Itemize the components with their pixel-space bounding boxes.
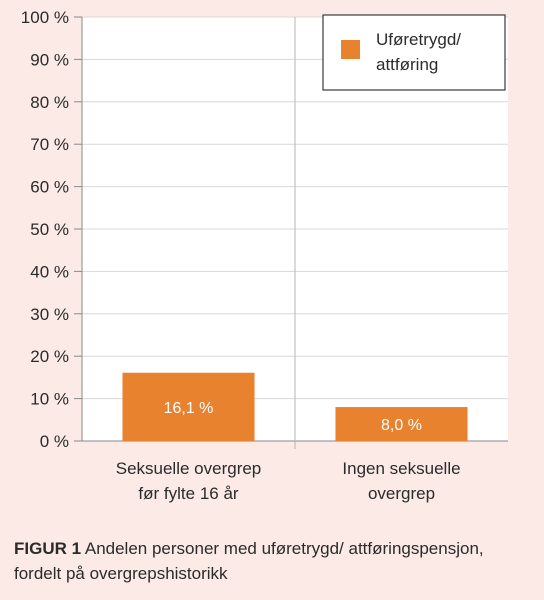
bar bbox=[335, 407, 468, 441]
bar bbox=[122, 372, 255, 441]
category-label: før fylte 16 år bbox=[138, 484, 238, 503]
legend-swatch bbox=[341, 40, 360, 59]
bar-chart: 0 % 10 % 20 % 30 % 40 % 50 % 60 % 70 % 80 % 90 % 1… bbox=[21, 8, 508, 503]
legend-label: Uføretrygd/attføring bbox=[376, 30, 461, 74]
legend-label-line: Uføretrygd/ bbox=[376, 30, 461, 49]
legend-label-line: attføring bbox=[376, 55, 438, 74]
data-label: 8,0 % bbox=[381, 417, 422, 434]
category-label: Ingen seksuelle bbox=[342, 459, 460, 478]
y-tick-label: 10 % bbox=[30, 390, 69, 409]
legend: Uføretrygd/attføring bbox=[322, 14, 506, 91]
y-tick-label: 20 % bbox=[30, 347, 69, 366]
y-tick-label: 70 % bbox=[30, 135, 69, 154]
category-label: overgrep bbox=[368, 484, 435, 503]
y-tick-label: 100 % bbox=[21, 8, 69, 27]
bars: 16,1 % 8,0 % bbox=[122, 372, 468, 441]
data-label: 16,1 % bbox=[164, 400, 214, 417]
y-tick-label: 90 % bbox=[30, 50, 69, 69]
category-label: Seksuelle overgrep bbox=[116, 459, 262, 478]
y-axis-tick-labels: 0 % 10 % 20 % 30 % 40 % 50 % 60 % 70 % 80 % 90 % 1… bbox=[21, 8, 69, 451]
y-tick-label: 40 % bbox=[30, 262, 69, 281]
y-tick-label: 30 % bbox=[30, 305, 69, 324]
y-tick-label: 60 % bbox=[30, 178, 69, 197]
figure-caption: FIGUR 1 Andelen personer med uføretrygd/… bbox=[14, 536, 534, 586]
y-tick-label: 50 % bbox=[30, 220, 69, 239]
y-tick-label: 0 % bbox=[40, 432, 69, 451]
figure-label: FIGUR 1 bbox=[14, 539, 82, 558]
x-axis-category-labels: Seksuelle overgrep før fylte 16 år Ingen s… bbox=[116, 459, 461, 503]
caption-text: Andelen personer med uføretrygd/ attføri… bbox=[14, 539, 484, 583]
y-tick-label: 80 % bbox=[30, 93, 69, 112]
